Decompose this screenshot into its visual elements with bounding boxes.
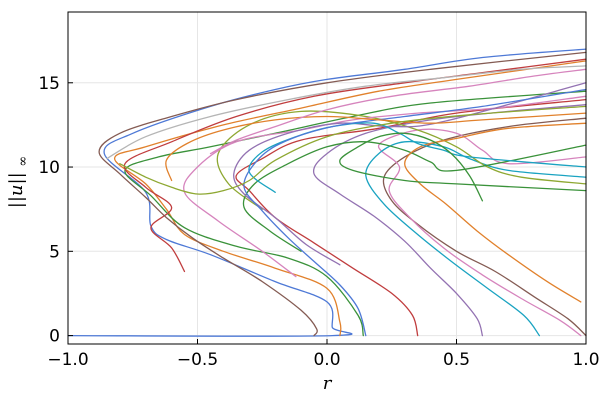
y-axis-label: ||u|| ∞ <box>6 156 31 208</box>
series-line <box>404 122 587 303</box>
y-tick-label: 10 <box>38 158 60 178</box>
x-tick-label: 1.0 <box>572 350 599 370</box>
y-tick-label: 5 <box>49 242 60 262</box>
series-line <box>209 68 587 155</box>
x-tick-label: −0.5 <box>177 350 218 370</box>
series-line <box>312 104 587 337</box>
series-line <box>216 110 587 210</box>
y-tick-label: 0 <box>49 327 60 347</box>
series-line <box>183 95 587 278</box>
series-line <box>119 105 587 195</box>
series-line <box>339 132 587 202</box>
y-axis-label-sub: ∞ <box>16 156 31 167</box>
series-line <box>233 82 587 266</box>
series-line <box>106 65 587 160</box>
x-tick-label: −1.0 <box>47 350 88 370</box>
x-tick-label: 0.5 <box>443 350 470 370</box>
series-line <box>67 48 587 337</box>
series-line <box>365 140 587 337</box>
axis-ticks: −1.0 −0.5 0.0 0.5 1.0 0 5 10 15 <box>38 74 599 370</box>
x-axis-label: r <box>323 373 333 394</box>
series-group <box>67 48 587 337</box>
series-line <box>98 51 587 337</box>
y-axis-label-main: ||u|| <box>6 172 27 208</box>
x-tick-label: 0.0 <box>313 350 340 370</box>
series-line <box>382 117 587 337</box>
series-line <box>124 90 587 337</box>
y-axis-label-text: ||u|| ∞ <box>6 156 31 208</box>
y-tick-label: 15 <box>38 74 60 94</box>
series-line <box>113 60 587 337</box>
series-line <box>165 112 587 182</box>
series-line <box>378 128 587 337</box>
series-line <box>248 122 587 193</box>
series-line <box>242 141 587 252</box>
